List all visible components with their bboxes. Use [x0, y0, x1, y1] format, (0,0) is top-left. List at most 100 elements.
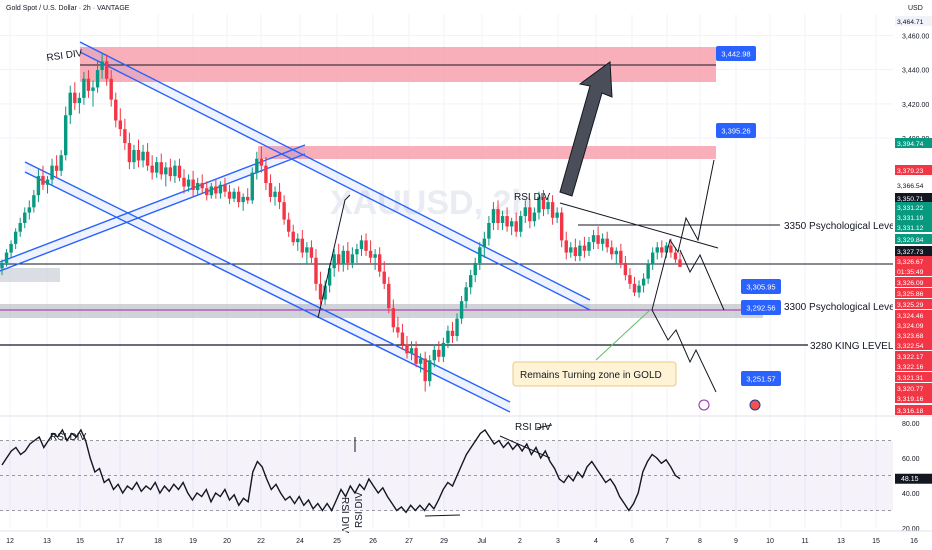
target-tag-label: 3,442.98 — [721, 50, 750, 59]
candle-body — [650, 252, 655, 265]
candle-body — [519, 216, 523, 232]
candle-body — [482, 238, 487, 248]
candle-body — [18, 223, 22, 232]
candle-body — [86, 78, 91, 91]
candle-body — [100, 61, 104, 71]
candle-body — [541, 196, 546, 210]
candle-body — [382, 271, 386, 284]
price-scale-tag-label: 3,324.09 — [897, 323, 924, 330]
candle-body — [505, 216, 509, 227]
candle-body — [578, 245, 582, 257]
candle-body — [155, 162, 159, 173]
price-scale-tag-label: 01:35:49 — [897, 269, 924, 276]
level-label-3280: 3280 KING LEVEL — [810, 341, 894, 352]
candle-body — [428, 360, 432, 382]
candle-body — [605, 238, 609, 248]
candle-body — [114, 99, 118, 121]
candle-body — [405, 344, 409, 354]
time-tick-label: 18 — [154, 538, 162, 545]
candle-body — [468, 275, 473, 288]
price-scale-tag-label: 3,464.71 — [897, 19, 924, 26]
candle-body — [118, 120, 123, 130]
candle-body — [205, 188, 209, 196]
candle-body — [246, 196, 250, 201]
candle-body — [455, 318, 459, 336]
candle-body — [182, 177, 186, 187]
rsi-tick-label: 80.00 — [902, 421, 920, 428]
candle-body — [54, 165, 59, 171]
candle-body — [641, 278, 646, 286]
target-tag — [741, 371, 781, 386]
rsi-div-label: RSI DIV — [515, 422, 551, 433]
price-axis: 3,400.003,420.003,440.003,460.003,464.71… — [893, 14, 932, 415]
candle-body — [564, 240, 568, 253]
descending-channel-upper-edge — [79, 51, 591, 311]
time-tick-label: 27 — [405, 538, 413, 545]
candle-body — [387, 283, 391, 309]
candle-body — [59, 155, 63, 171]
candle-body — [678, 259, 682, 267]
candle-body — [41, 176, 45, 185]
rsi-div-line — [499, 435, 551, 459]
price-scale-tag — [895, 277, 932, 287]
candle-body — [409, 348, 414, 354]
price-scale-tag-label: 3,320.77 — [897, 386, 924, 393]
price-scale-tag-label: 3,325.86 — [897, 291, 924, 298]
event-icon — [698, 399, 710, 411]
price-scale-tag-label: 3,325.29 — [897, 302, 924, 309]
rsi-div-line — [536, 424, 553, 429]
price-scale-tag-label: 3,316.18 — [897, 408, 924, 415]
callout-pointer — [595, 309, 651, 361]
price-scale-tag — [895, 222, 932, 232]
price-scale-tag — [895, 320, 932, 330]
price-scale-tag — [895, 330, 932, 340]
candle-body — [446, 330, 450, 343]
candle-body — [68, 92, 72, 116]
candle-body — [214, 186, 218, 194]
candle-body — [314, 257, 318, 284]
candle-body — [623, 262, 628, 276]
candle-body — [646, 264, 650, 279]
rsi-current-tag — [895, 473, 932, 484]
candle-body — [232, 191, 236, 199]
time-tick-label: 16 — [910, 538, 918, 545]
candle-body — [596, 235, 600, 244]
time-tick-label: 10 — [766, 538, 774, 545]
time-tick-label: 26 — [369, 538, 377, 545]
price-scale-tag — [895, 234, 932, 244]
chart-header: Gold Spot / U.S. Dollar · 2h · VANTAGE U… — [6, 5, 923, 12]
time-tick-label: 3 — [556, 538, 560, 545]
price-scale-tag — [895, 246, 932, 256]
candle-body — [423, 358, 427, 382]
rsi-tick-label: 40.00 — [902, 491, 920, 498]
candle-body — [136, 150, 141, 161]
candle-body — [591, 235, 596, 243]
candle-body — [218, 184, 223, 194]
rsi-div-label: RSI DIV — [354, 492, 365, 528]
candle-body — [491, 209, 496, 223]
price-scale-tag — [895, 202, 932, 212]
price-scale-tag — [895, 299, 932, 309]
candle-body — [628, 275, 632, 284]
candle-body — [318, 283, 323, 300]
candle-body — [523, 207, 527, 217]
price-scale-tag-label: 3,329.84 — [897, 237, 924, 244]
candle-body — [600, 238, 605, 244]
target-tag-label: 3,292.56 — [746, 304, 775, 313]
rsi-tick-label: 20.00 — [902, 526, 920, 533]
candle-body — [332, 254, 336, 269]
time-tick-label: 25 — [333, 538, 341, 545]
projection-path-up — [651, 159, 715, 311]
candle-body — [64, 115, 68, 156]
time-tick-label: Jul — [478, 538, 487, 545]
candle-body — [45, 179, 50, 185]
candle-body — [0, 262, 4, 269]
descending-channel-upper-edge — [79, 41, 591, 301]
candle-body — [227, 191, 232, 199]
price-scale-tag-label: 3,379.23 — [897, 168, 924, 175]
candle-body — [268, 183, 273, 197]
candle-body — [619, 250, 623, 263]
rsi-current-label: 48.15 — [901, 476, 919, 483]
candle-body — [473, 262, 477, 276]
